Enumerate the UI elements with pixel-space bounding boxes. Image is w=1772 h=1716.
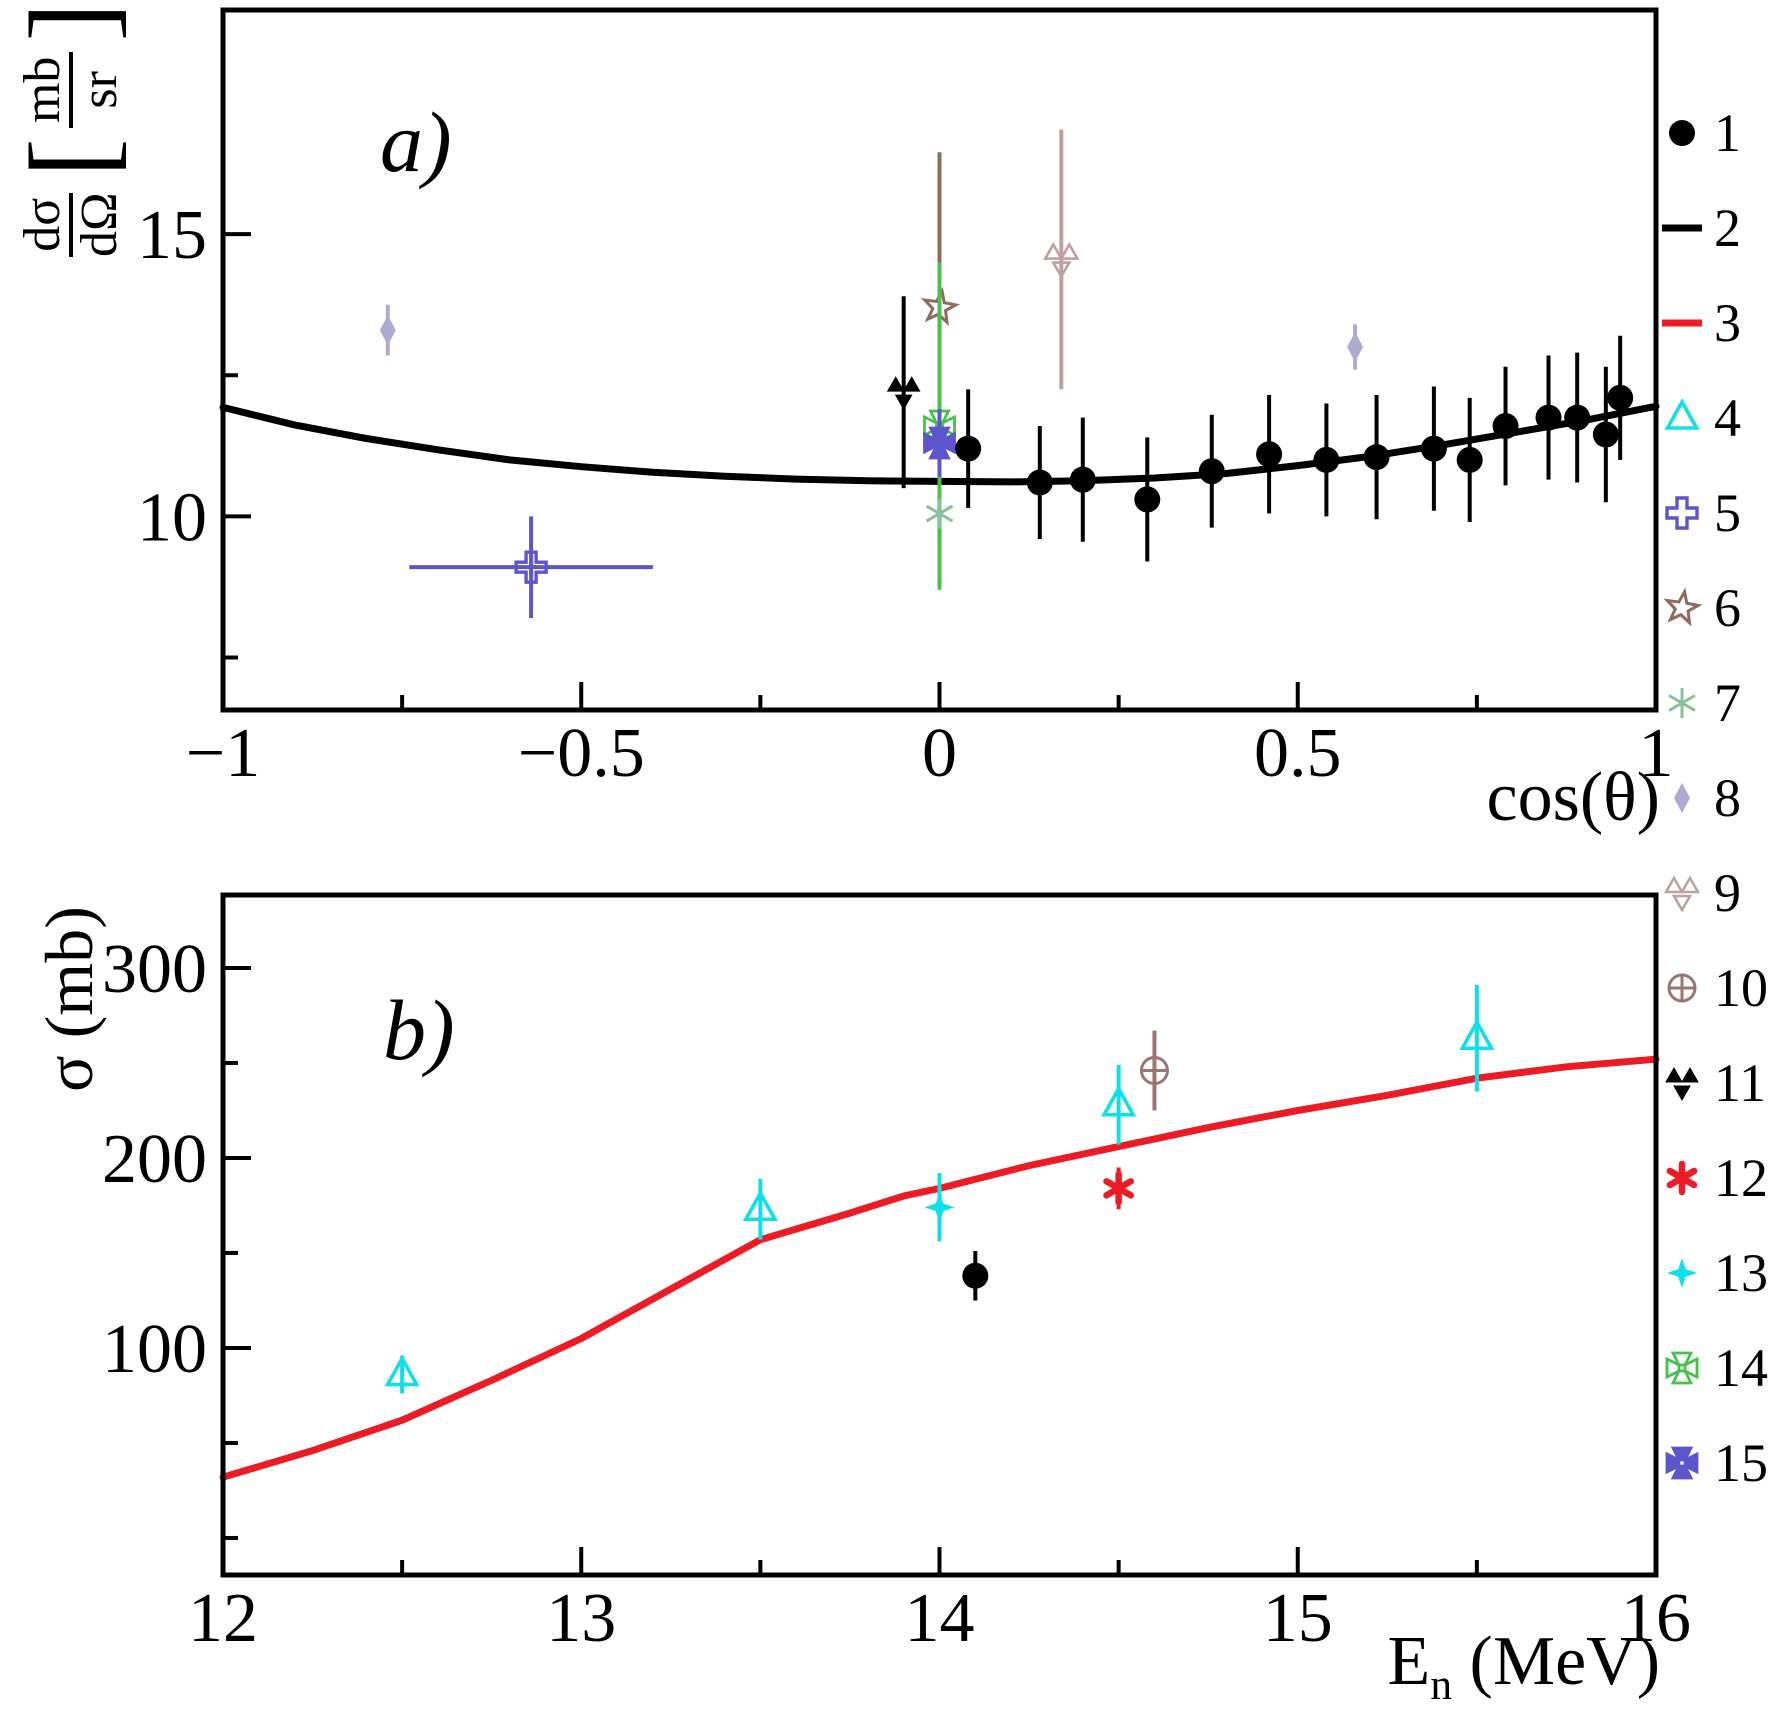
series-4-b: [384, 985, 1495, 1394]
unit-num: mb: [14, 51, 74, 129]
x-axis-label-a: cos(θ): [1486, 759, 1660, 836]
y-axis-label-a: dσ dΩ [ mb sr ]: [4, 2, 136, 262]
svg-text:15: 15: [1263, 1580, 1333, 1657]
legend-label-5: 5: [1714, 483, 1741, 543]
legend-marker-14-icon: [1665, 1351, 1699, 1385]
x-axis-label-b-E: E: [1387, 1623, 1431, 1700]
svg-text:10: 10: [137, 479, 207, 556]
legend-item-11: 11: [1650, 1043, 1772, 1123]
svg-text:200: 200: [102, 1121, 207, 1198]
legend-marker-13-icon: [1667, 1258, 1697, 1288]
legend-label-11: 11: [1714, 1053, 1766, 1113]
legend-marker-3-icon: [1662, 319, 1702, 327]
panel-a-plot: −1 −0.5 0 0.5 1 10 15: [137, 7, 1674, 792]
axis-tick-labels-a: −1 −0.5 0 0.5 1 10 15: [137, 197, 1674, 792]
legend-label-9: 9: [1714, 863, 1741, 923]
legend-item-12: 12: [1650, 1138, 1772, 1218]
frac-den: dΩ: [71, 192, 129, 257]
series-1-b: [962, 1251, 989, 1301]
frac-num: dσ: [14, 192, 74, 257]
legend-marker-5-icon: [1665, 496, 1699, 530]
series-13-b: [924, 1173, 955, 1242]
svg-text:16: 16: [1621, 1580, 1691, 1657]
svg-text:−1: −1: [186, 715, 260, 792]
y-axis-label-a-inner: dσ dΩ [ mb sr ]: [4, 2, 136, 262]
axis-ticks-b: [221, 965, 1658, 1575]
legend-item-6: 6: [1650, 568, 1772, 648]
legend-item-13: 13: [1650, 1233, 1772, 1313]
series-5-a: [409, 516, 653, 618]
panel-a-label: a): [380, 94, 452, 190]
legend-label-10: 10: [1714, 958, 1768, 1018]
legend-item-3: 3: [1650, 283, 1772, 363]
svg-text:300: 300: [102, 931, 207, 1008]
legend-item-4: 4: [1650, 378, 1772, 458]
legend-label-1: 1: [1714, 103, 1741, 163]
svg-text:14: 14: [905, 1580, 975, 1657]
legend-item-5: 5: [1650, 473, 1772, 553]
series-12-b: [1103, 1167, 1134, 1210]
legend-label-4: 4: [1714, 388, 1741, 448]
series-9-a: [1043, 129, 1080, 390]
svg-text:−0.5: −0.5: [518, 715, 645, 792]
axis-tick-labels-b: 12 13 14 15 16 100 200 300: [102, 931, 1691, 1657]
legend-item-7: 7: [1650, 663, 1772, 743]
mb-sr-fraction: mb sr: [14, 51, 129, 129]
legend-item-1: 1: [1650, 93, 1772, 173]
legend-label-8: 8: [1714, 768, 1741, 828]
axis-ticks-a: [221, 232, 1658, 710]
panel-b-label: b): [383, 982, 455, 1078]
legend-label-12: 12: [1714, 1148, 1768, 1208]
legend-label-3: 3: [1714, 293, 1741, 353]
legend-item-8: 8: [1650, 758, 1772, 838]
legend-marker-4-icon: [1664, 398, 1700, 430]
series-10-b: [1139, 1030, 1169, 1111]
legend-marker-8-icon: [1674, 783, 1690, 813]
legend-label-6: 6: [1714, 578, 1741, 638]
legend-label-7: 7: [1714, 673, 1741, 733]
series-8-a: [379, 304, 1364, 370]
svg-text:100: 100: [102, 1311, 207, 1388]
bracket-open: [: [4, 138, 136, 178]
legend-marker-12-icon: [1666, 1160, 1698, 1196]
legend-marker-2-icon: [1662, 224, 1702, 232]
svg-text:0.5: 0.5: [1254, 715, 1342, 792]
theory-curve-b: [219, 1055, 1660, 1481]
series-1-a: [955, 335, 1634, 562]
legend-marker-1-icon: [1669, 120, 1695, 146]
legend-label-14: 14: [1714, 1338, 1768, 1398]
panel-b-plot: 12 13 14 15 16 100 200 300: [102, 892, 1691, 1657]
series-15-a: [923, 409, 956, 477]
legend-marker-15-icon: [1665, 1446, 1699, 1480]
y-axis-label-b: σ (mb): [31, 906, 107, 1092]
unit-den: sr: [71, 71, 129, 109]
dsigma-domega-fraction: dσ dΩ: [14, 187, 129, 262]
legend-item-9: 9: [1650, 853, 1772, 933]
series-7-a: [925, 498, 954, 529]
legend-label-2: 2: [1714, 198, 1741, 258]
svg-text:15: 15: [137, 197, 207, 274]
legend-marker-6-icon: [1663, 587, 1703, 627]
x-axis-label-b-sub: n: [1430, 1661, 1453, 1709]
legend-marker-9-icon: [1663, 875, 1701, 913]
legend-item-2: 2: [1650, 188, 1772, 268]
bracket-close: ]: [4, 2, 136, 42]
svg-text:1: 1: [1639, 715, 1674, 792]
legend-marker-10-icon: [1667, 973, 1697, 1003]
legend-marker-7-icon: [1668, 688, 1696, 718]
svg-text:0: 0: [922, 715, 957, 792]
svg-text:12: 12: [188, 1580, 258, 1657]
legend-label-13: 13: [1714, 1243, 1768, 1303]
legend-label-15: 15: [1714, 1433, 1768, 1493]
series-11-a: [886, 296, 921, 489]
x-axis-label-b: En (MeV): [1240, 1622, 1660, 1710]
svg-text:13: 13: [546, 1580, 616, 1657]
legend-item-15: 15: [1650, 1423, 1772, 1503]
x-axis-label-b-unit: (MeV): [1452, 1623, 1660, 1700]
legend-item-10: 10: [1650, 948, 1772, 1028]
legend-marker-11-icon: [1665, 1066, 1699, 1102]
legend-item-14: 14: [1650, 1328, 1772, 1408]
